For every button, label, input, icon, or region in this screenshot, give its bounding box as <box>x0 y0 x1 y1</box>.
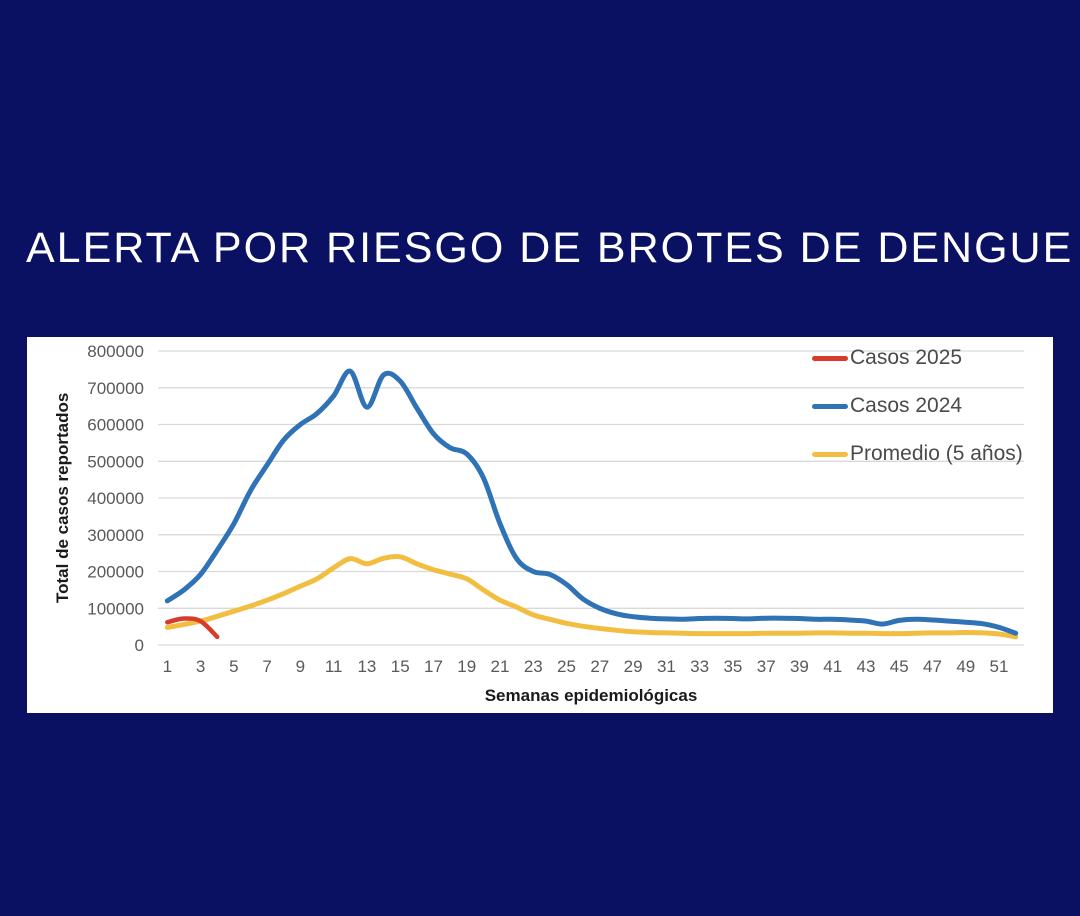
svg-text:300000: 300000 <box>87 526 144 545</box>
legend-item-promedio: Promedio (5 años) <box>812 437 1023 471</box>
svg-text:35: 35 <box>723 657 742 676</box>
svg-text:45: 45 <box>890 657 909 676</box>
svg-text:33: 33 <box>690 657 709 676</box>
svg-text:41: 41 <box>823 657 842 676</box>
legend-label-casos-2025: Casos 2025 <box>850 346 963 369</box>
y-axis-title: Total de casos reportados <box>53 392 72 604</box>
svg-text:23: 23 <box>524 657 543 676</box>
page-title: ALERTA POR RIESGO DE BROTES DE DENGUE <box>26 224 1074 272</box>
svg-text:31: 31 <box>657 657 676 676</box>
legend-line-yellow-icon <box>812 451 848 457</box>
svg-text:49: 49 <box>956 657 975 676</box>
svg-text:100000: 100000 <box>87 599 144 618</box>
svg-text:51: 51 <box>990 657 1009 676</box>
svg-text:21: 21 <box>491 657 510 676</box>
svg-text:15: 15 <box>391 657 410 676</box>
svg-text:9: 9 <box>296 657 305 676</box>
svg-text:200000: 200000 <box>87 563 144 582</box>
line-chart: 0 100000 200000 300000 400000 500000 600000 700… <box>87 342 1024 676</box>
chart-legend: Casos 2025 Casos 2024 Promedio (5 años) <box>812 341 1023 485</box>
svg-text:13: 13 <box>357 657 376 676</box>
svg-text:47: 47 <box>923 657 942 676</box>
svg-text:37: 37 <box>757 657 776 676</box>
svg-text:700000: 700000 <box>87 379 144 398</box>
svg-text:27: 27 <box>590 657 609 676</box>
x-axis-title: Semanas epidemiológicas <box>484 686 698 705</box>
svg-text:800000: 800000 <box>87 342 144 361</box>
svg-text:600000: 600000 <box>87 416 144 435</box>
svg-text:17: 17 <box>424 657 443 676</box>
svg-text:3: 3 <box>196 657 205 676</box>
legend-item-casos-2025: Casos 2025 <box>812 341 1023 375</box>
legend-line-red-icon <box>812 355 848 361</box>
chart-panel: 0 100000 200000 300000 400000 500000 600000 700… <box>27 337 1053 713</box>
svg-text:25: 25 <box>557 657 576 676</box>
svg-text:5: 5 <box>229 657 238 676</box>
legend-item-casos-2024: Casos 2024 <box>812 389 1023 423</box>
svg-text:43: 43 <box>857 657 876 676</box>
legend-label-casos-2024: Casos 2024 <box>850 394 963 417</box>
svg-text:1: 1 <box>163 657 172 676</box>
legend-line-blue-icon <box>812 403 848 409</box>
svg-text:500000: 500000 <box>87 452 144 471</box>
svg-text:11: 11 <box>325 657 343 676</box>
svg-text:7: 7 <box>262 657 271 676</box>
svg-text:29: 29 <box>624 657 643 676</box>
svg-text:19: 19 <box>457 657 476 676</box>
svg-text:400000: 400000 <box>87 489 144 508</box>
legend-label-promedio: Promedio (5 años) <box>850 442 1023 465</box>
svg-text:0: 0 <box>135 636 144 655</box>
svg-text:39: 39 <box>790 657 809 676</box>
